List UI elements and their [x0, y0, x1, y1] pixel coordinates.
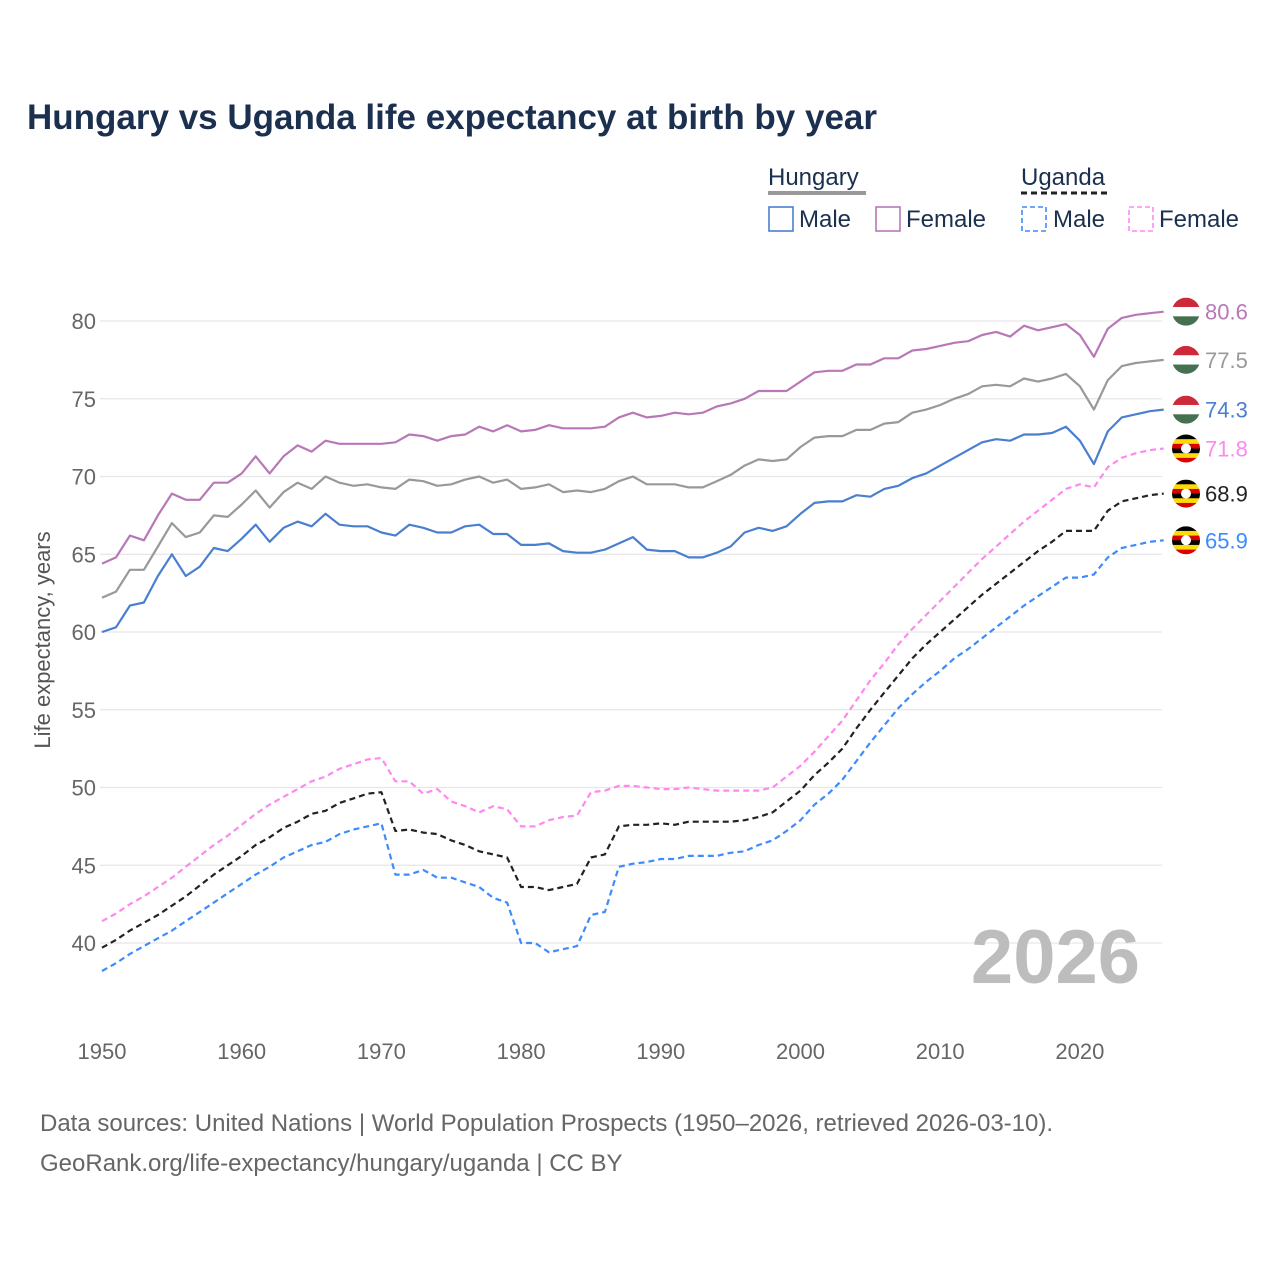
x-tick-label: 1990 — [636, 1039, 685, 1064]
y-tick-label: 75 — [72, 387, 96, 412]
end-value-label: 74.3 — [1205, 398, 1248, 423]
x-tick-label: 2020 — [1055, 1039, 1104, 1064]
legend-group-hungary: Hungary — [768, 164, 859, 191]
uganda-flag-icon — [1172, 526, 1200, 555]
series-line-uganda-total — [101, 492, 1164, 949]
end-value-label: 71.8 — [1205, 437, 1248, 462]
x-tick-label: 2010 — [916, 1039, 965, 1064]
legend-hungary-male[interactable]: Male — [799, 206, 851, 233]
y-axis-label: Life expectancy, years — [30, 531, 55, 748]
y-tick-label: 55 — [72, 698, 96, 723]
legend-swatch-hungary-female — [875, 206, 901, 232]
legend-uganda-female[interactable]: Female — [1159, 206, 1239, 233]
hungary-flag-icon — [1172, 395, 1200, 424]
x-tick-label: 1950 — [78, 1039, 127, 1064]
x-tick-label: 1980 — [497, 1039, 546, 1064]
series-line-hungary-female — [101, 310, 1164, 565]
hungary-flag-icon — [1172, 345, 1200, 374]
series-line-hungary-male — [101, 408, 1164, 634]
legend-uganda-male[interactable]: Male — [1053, 206, 1105, 233]
y-tick-label: 50 — [72, 776, 96, 801]
y-tick-label: 65 — [72, 542, 96, 567]
series-line-uganda-male — [101, 539, 1164, 972]
y-tick-label: 80 — [72, 309, 96, 334]
source-line-1: Data sources: United Nations | World Pop… — [40, 1110, 1053, 1137]
series-lines — [101, 310, 1164, 972]
x-axis-ticks: 1950 1960 1970 1980 1990 2000 2010 2020 — [78, 1039, 1105, 1064]
legend-group-uganda: Uganda — [1021, 164, 1106, 191]
legend-hungary-female[interactable]: Female — [906, 206, 986, 233]
series-line-hungary-total — [101, 358, 1164, 599]
hungary-flag-icon — [1172, 297, 1200, 326]
uganda-flag-icon — [1172, 434, 1200, 463]
x-tick-label: 2000 — [776, 1039, 825, 1064]
end-value-label: 80.6 — [1205, 300, 1248, 325]
x-tick-label: 1970 — [357, 1039, 406, 1064]
legend-swatch-uganda-male — [1021, 206, 1047, 232]
y-tick-label: 60 — [72, 620, 96, 645]
y-tick-label: 70 — [72, 465, 96, 490]
chart-title: Hungary vs Uganda life expectancy at bir… — [27, 98, 877, 137]
y-tick-label: 40 — [72, 931, 96, 956]
end-value-label: 65.9 — [1205, 528, 1248, 553]
uganda-flag-icon — [1172, 479, 1200, 508]
y-axis-ticks: 40 45 50 55 60 65 70 75 80 — [72, 309, 96, 956]
end-labels: 80.6 77.5 74.3 71.8 68.9 65.9 — [1172, 297, 1248, 555]
end-value-label: 68.9 — [1205, 482, 1248, 507]
legend: Hungary Male Female Uganda Male Female — [768, 164, 1239, 233]
legend-swatch-hungary-male — [768, 206, 794, 232]
y-tick-label: 45 — [72, 853, 96, 878]
legend-swatch-uganda-female — [1128, 206, 1154, 232]
end-value-label: 77.5 — [1205, 348, 1248, 373]
source-line-2[interactable]: GeoRank.org/life-expectancy/hungary/ugan… — [40, 1150, 623, 1177]
series-line-uganda-female — [101, 447, 1164, 923]
current-year-watermark: 2026 — [971, 915, 1140, 1000]
x-tick-label: 1960 — [217, 1039, 266, 1064]
